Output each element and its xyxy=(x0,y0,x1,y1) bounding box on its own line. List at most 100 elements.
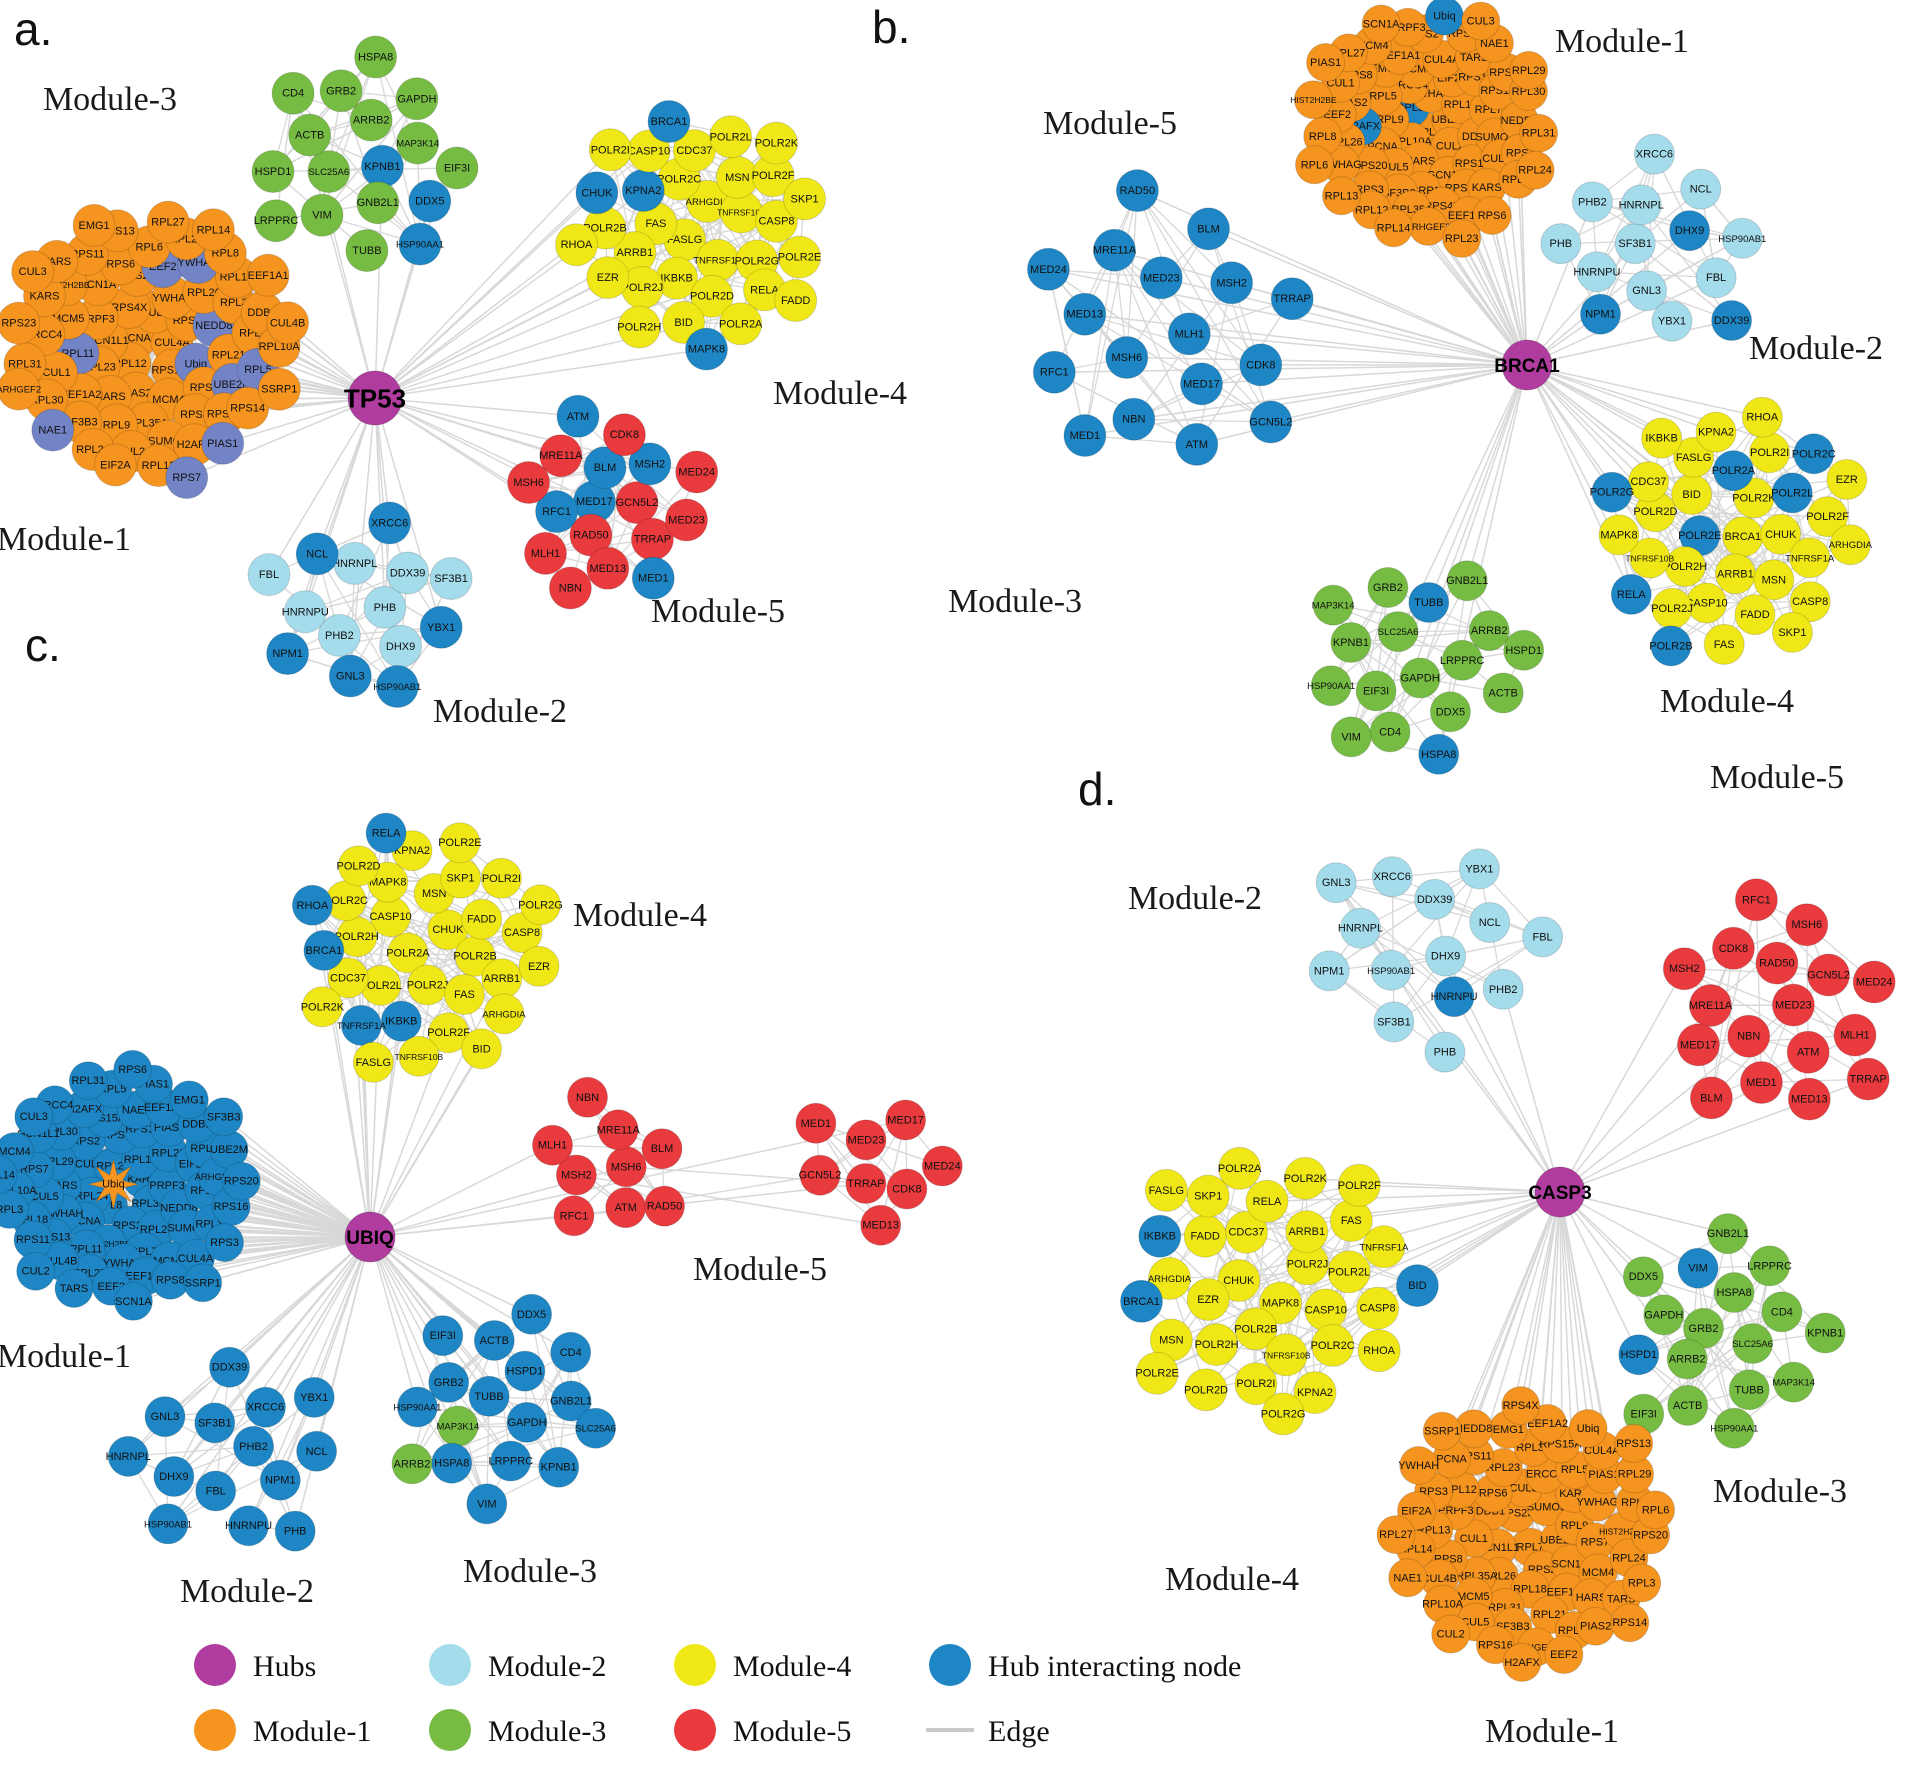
node-fbl[interactable] xyxy=(247,553,291,597)
node-rpl14[interactable] xyxy=(191,208,235,252)
node-phb2[interactable] xyxy=(1571,181,1613,223)
node-rps3[interactable] xyxy=(205,1223,244,1263)
node-vim[interactable] xyxy=(1330,716,1372,758)
node-chuk[interactable] xyxy=(1760,513,1802,555)
node-gnl3[interactable] xyxy=(328,654,372,698)
node-hspa8[interactable] xyxy=(354,35,398,79)
node-trrap[interactable] xyxy=(1270,277,1314,321)
node-polr2i[interactable] xyxy=(480,857,522,899)
node-cul4b[interactable] xyxy=(266,301,310,345)
node-rhoa[interactable] xyxy=(1741,396,1783,438)
node-npm1[interactable] xyxy=(266,632,310,676)
node-polr2l[interactable] xyxy=(709,115,753,159)
node-rpl24[interactable] xyxy=(1515,150,1555,190)
node-rad50[interactable] xyxy=(1115,169,1159,213)
node-arrb2[interactable] xyxy=(1468,610,1510,652)
node-fas[interactable] xyxy=(443,974,485,1015)
node-cdk8[interactable] xyxy=(602,413,646,457)
node-emg1[interactable] xyxy=(72,203,116,247)
node-map3k14[interactable] xyxy=(1312,584,1354,626)
node-med13[interactable] xyxy=(1063,292,1107,336)
node-grb2[interactable] xyxy=(1367,567,1409,608)
node-gapdh[interactable] xyxy=(395,77,439,121)
node-polr2f[interactable] xyxy=(428,1012,470,1054)
node-kpna2[interactable] xyxy=(1695,411,1737,453)
node-polr2l[interactable] xyxy=(1771,472,1813,514)
node-mapk8[interactable] xyxy=(685,327,728,371)
node-gnb2l1[interactable] xyxy=(1446,560,1488,602)
node-sf3b1[interactable] xyxy=(429,557,473,600)
node-xrcc6[interactable] xyxy=(1633,133,1675,175)
hub-node-brca1[interactable] xyxy=(1501,339,1553,391)
node-phb2[interactable] xyxy=(317,613,361,657)
node-cdk8[interactable] xyxy=(1239,343,1283,387)
node-mlh1[interactable] xyxy=(524,531,567,575)
node-gnl3[interactable] xyxy=(1626,270,1668,312)
node-fas[interactable] xyxy=(1703,623,1745,665)
node-phb[interactable] xyxy=(363,585,407,629)
node-actb[interactable] xyxy=(288,113,332,157)
node-msh6[interactable] xyxy=(507,461,551,504)
node-rpl6[interactable] xyxy=(1295,145,1334,185)
node-arrb2[interactable] xyxy=(349,98,393,142)
node-gcn5l2[interactable] xyxy=(615,481,659,525)
node-npm1[interactable] xyxy=(1580,293,1621,335)
node-arhgdia[interactable] xyxy=(1829,524,1871,566)
node-rpl23[interactable] xyxy=(1442,218,1482,258)
node-gapdh[interactable] xyxy=(1399,657,1441,699)
node-dhx9[interactable] xyxy=(1669,210,1711,252)
node-polr2a[interactable] xyxy=(387,932,429,974)
node-msh6[interactable] xyxy=(1105,336,1149,379)
node-slc25a6[interactable] xyxy=(1377,611,1419,653)
node-ncl[interactable] xyxy=(1680,168,1722,210)
node-fadd[interactable] xyxy=(774,279,818,322)
node-rpl29[interactable] xyxy=(1509,50,1549,90)
node-faslg[interactable] xyxy=(352,1041,394,1083)
node-eif3i[interactable] xyxy=(435,146,479,190)
node-gnb2l1[interactable] xyxy=(356,181,400,225)
node-ezr[interactable] xyxy=(518,945,560,987)
node-hspd1[interactable] xyxy=(251,150,295,193)
node-ncl[interactable] xyxy=(295,532,339,576)
node-nbn[interactable] xyxy=(1112,397,1156,441)
node-gcn5l2[interactable] xyxy=(1249,400,1293,444)
node-tubb[interactable] xyxy=(345,229,389,273)
node-med17[interactable] xyxy=(1180,362,1223,406)
node-mre11a[interactable] xyxy=(539,434,583,478)
node-bid[interactable] xyxy=(461,1028,502,1070)
node-chuk[interactable] xyxy=(575,171,619,215)
node-fadd[interactable] xyxy=(461,898,503,940)
node-ubiq[interactable] xyxy=(88,1159,139,1210)
node-brca1[interactable] xyxy=(303,929,345,971)
node-ikbkb[interactable] xyxy=(380,1000,422,1042)
node-lrpprc[interactable] xyxy=(1441,639,1483,681)
hub-node-tp53[interactable] xyxy=(347,370,403,426)
node-med1[interactable] xyxy=(631,556,675,600)
node-arhgdia[interactable] xyxy=(483,993,525,1035)
node-brca1[interactable] xyxy=(647,100,691,143)
node-atm[interactable] xyxy=(556,394,600,438)
node-skp1[interactable] xyxy=(1771,611,1813,653)
node-polr2d[interactable] xyxy=(690,274,734,318)
node-mapk8[interactable] xyxy=(1598,514,1640,556)
node-hsp90ab1[interactable] xyxy=(375,665,419,708)
node-casp8[interactable] xyxy=(1789,581,1831,623)
node-rps14[interactable] xyxy=(226,386,270,430)
node-hnrnpl[interactable] xyxy=(1620,184,1662,226)
node-tubb[interactable] xyxy=(1408,582,1450,623)
node-rps23[interactable] xyxy=(0,301,41,345)
node-blm[interactable] xyxy=(1187,207,1230,251)
node-hspd1[interactable] xyxy=(1503,629,1545,671)
node-ddx39[interactable] xyxy=(1711,300,1753,341)
node-tnfrsf10b[interactable] xyxy=(1629,537,1671,579)
node-polr2k[interactable] xyxy=(754,121,798,165)
node-hspa8[interactable] xyxy=(1418,733,1460,775)
node-med1[interactable] xyxy=(1063,414,1107,457)
node-hnrnpu[interactable] xyxy=(283,590,327,634)
node-xrcc6[interactable] xyxy=(368,501,412,545)
node-ybx1[interactable] xyxy=(1651,300,1693,342)
node-emg1[interactable] xyxy=(169,1080,209,1120)
node-lrpprc[interactable] xyxy=(254,199,298,243)
node-polr2f[interactable] xyxy=(1807,496,1849,538)
node-cul2[interactable] xyxy=(16,1251,56,1291)
